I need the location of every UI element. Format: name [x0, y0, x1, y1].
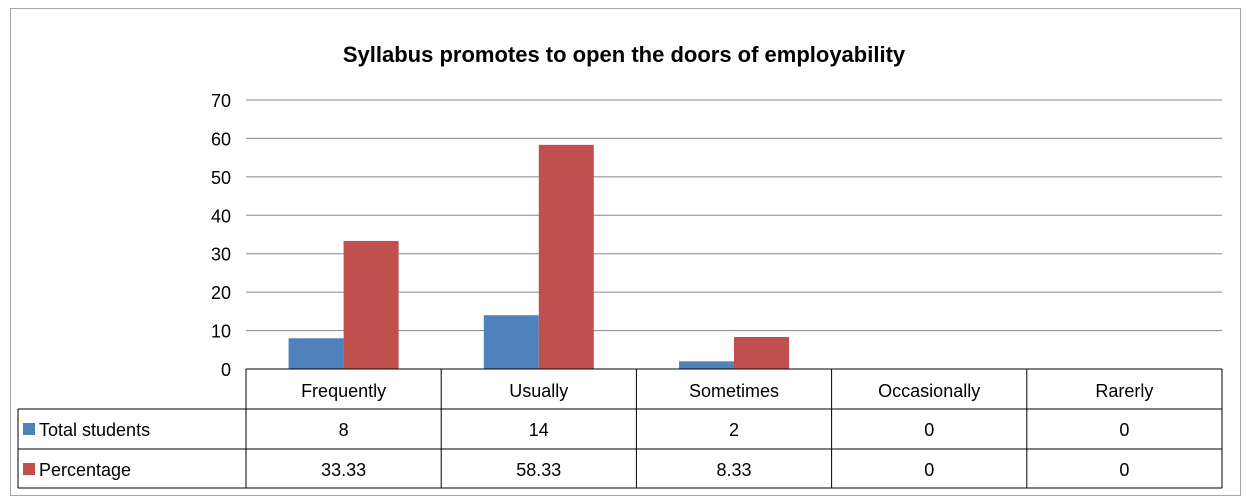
data-table-value: 0 [924, 420, 934, 440]
bar-total-students [288, 338, 344, 369]
data-table-value: 0 [1119, 460, 1129, 480]
y-tick-label: 40 [211, 206, 231, 226]
y-tick-label: 10 [211, 322, 231, 342]
bar-percentage [538, 144, 594, 369]
data-table-value: 8.33 [716, 460, 751, 480]
bar-total-students [483, 315, 539, 369]
data-table-value: 14 [529, 420, 549, 440]
legend-key-percentage [23, 463, 35, 475]
chart-frame [10, 8, 1241, 496]
bars [288, 144, 789, 369]
bar-total-students [679, 361, 734, 369]
bar-percentage [734, 336, 789, 369]
bar-percentage [343, 240, 399, 369]
data-table-value: 0 [924, 460, 934, 480]
chart-title: Syllabus promotes to open the doors of e… [343, 42, 906, 67]
data-table-value: 33.33 [321, 460, 366, 480]
data-table-value: 58.33 [516, 460, 561, 480]
y-tick-label: 20 [211, 283, 231, 303]
x-category-label: Sometimes [689, 381, 779, 401]
data-table-value: 0 [1119, 420, 1129, 440]
x-category-label: Frequently [301, 381, 386, 401]
gridlines [246, 99, 1222, 332]
y-tick-label: 70 [211, 91, 231, 111]
x-category-label: Rarerly [1095, 381, 1153, 401]
data-table: Frequently Usually Sometimes Occasionally Ra… [17, 368, 1223, 489]
x-category-label: Occasionally [878, 381, 980, 401]
series-name-label: Percentage [39, 460, 131, 480]
data-table-value: 8 [339, 420, 349, 440]
x-category-label: Usually [509, 381, 568, 401]
y-axis-ticks: 0 10 20 30 40 50 60 70 [211, 91, 231, 380]
y-tick-label: 0 [221, 360, 231, 380]
y-tick-label: 60 [211, 129, 231, 149]
y-tick-label: 30 [211, 245, 231, 265]
series-name-label: Total students [39, 420, 150, 440]
legend-key-total-students [23, 423, 35, 435]
y-tick-label: 50 [211, 168, 231, 188]
data-table-value: 2 [729, 420, 739, 440]
